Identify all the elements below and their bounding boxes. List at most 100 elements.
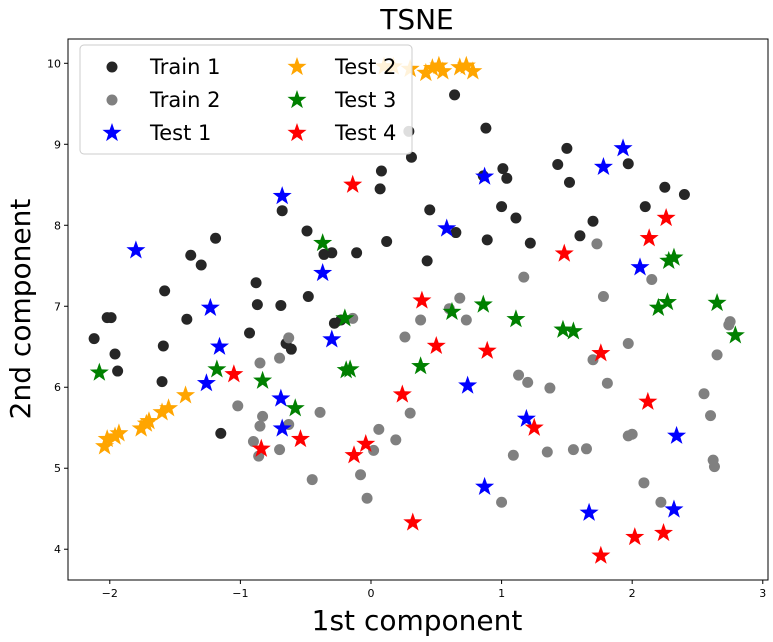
test-2-point bbox=[109, 423, 129, 442]
train-2-point bbox=[368, 444, 380, 456]
train-2-point bbox=[522, 376, 534, 388]
test-1-point bbox=[272, 418, 292, 437]
test-3-point bbox=[506, 309, 526, 328]
x-tick-label: 0 bbox=[367, 587, 374, 600]
train-1-point bbox=[112, 365, 124, 377]
train-1-point bbox=[449, 89, 461, 101]
train-1-point bbox=[421, 255, 433, 267]
train-2-point bbox=[314, 406, 326, 418]
train-2-point bbox=[601, 377, 613, 389]
test-1-point bbox=[271, 388, 291, 407]
train-1-point bbox=[574, 230, 586, 242]
legend-label-train-1: Train 1 bbox=[149, 55, 220, 79]
train-2-point bbox=[513, 369, 525, 381]
train-1-point bbox=[244, 327, 256, 339]
train-1-point bbox=[250, 277, 262, 289]
test-4-point bbox=[477, 340, 497, 359]
test-2-point bbox=[131, 418, 151, 437]
legend-entry-test-2: Test 2 bbox=[287, 55, 396, 79]
train-2-point bbox=[708, 461, 720, 473]
train-2-point bbox=[373, 423, 385, 435]
test-2-point bbox=[433, 61, 453, 80]
test-3-point bbox=[340, 359, 360, 378]
train-2-point bbox=[254, 357, 266, 369]
legend-label-test-2: Test 2 bbox=[334, 55, 396, 79]
test-4-point bbox=[343, 174, 363, 193]
train-1-point bbox=[105, 312, 117, 324]
test-3-point bbox=[89, 362, 109, 381]
test-1-point bbox=[667, 425, 687, 444]
train-1-point bbox=[587, 215, 599, 227]
test-1-point bbox=[322, 329, 342, 348]
train-2-point bbox=[626, 428, 638, 440]
train-1-point bbox=[276, 205, 288, 217]
train-1-point bbox=[481, 234, 493, 246]
test-3-point bbox=[657, 292, 677, 311]
train-2-point bbox=[496, 496, 508, 508]
test-2-point bbox=[429, 55, 449, 74]
train-1-point bbox=[563, 176, 575, 188]
test-3-point bbox=[411, 356, 431, 375]
x-tick-label: 3 bbox=[759, 587, 766, 600]
train-2-point bbox=[361, 492, 373, 504]
test-2-point bbox=[450, 57, 470, 76]
train-2-point bbox=[404, 407, 416, 419]
test-2-point bbox=[416, 63, 436, 82]
test-3-point bbox=[707, 293, 727, 312]
legend-box bbox=[79, 44, 413, 155]
train-2-point bbox=[724, 316, 736, 328]
train-1-point bbox=[480, 122, 492, 134]
train-1-point bbox=[524, 237, 536, 249]
test-2-point bbox=[97, 429, 117, 448]
test-4-point bbox=[224, 364, 244, 383]
train-2-point bbox=[507, 449, 519, 461]
legend: Train 1 Train 2 Test 1 Test 2 Test 3 Test 4 bbox=[79, 44, 413, 155]
train-2-point bbox=[390, 434, 402, 446]
train-2-point bbox=[544, 382, 556, 394]
test-1-point bbox=[313, 263, 333, 282]
test-3-point bbox=[442, 301, 462, 321]
train-2-point bbox=[399, 331, 411, 343]
train-2-point bbox=[587, 354, 599, 366]
train-1-point bbox=[285, 343, 297, 355]
train-1-point bbox=[109, 348, 121, 360]
train-1-point bbox=[275, 299, 287, 311]
test-4-point bbox=[290, 429, 310, 448]
test-1-point bbox=[126, 240, 146, 259]
test-1-point bbox=[458, 375, 478, 394]
train-1-point bbox=[195, 259, 207, 271]
train-1-point bbox=[659, 181, 671, 193]
legend-label-test-4: Test 4 bbox=[334, 121, 396, 145]
y-tick-label: 4 bbox=[54, 543, 61, 556]
train-2-point bbox=[646, 274, 658, 286]
y-tick-label: 7 bbox=[54, 300, 61, 313]
legend-label-test-3: Test 3 bbox=[334, 88, 396, 112]
train-1-point bbox=[510, 212, 522, 224]
legend-entry-test-3: Test 3 bbox=[287, 88, 396, 112]
train-2-point bbox=[567, 444, 579, 456]
test-3-point bbox=[725, 325, 745, 344]
legend-marker-test-3 bbox=[287, 90, 307, 109]
test-2-point bbox=[422, 58, 442, 77]
train-2-point bbox=[518, 271, 530, 283]
test-3-point bbox=[335, 308, 355, 327]
test-4-point bbox=[639, 228, 659, 247]
test-2-point bbox=[159, 398, 179, 417]
train-1-point bbox=[561, 142, 573, 154]
train-1-point bbox=[88, 333, 100, 345]
y-tick-label: 6 bbox=[54, 381, 61, 394]
test-1-point bbox=[613, 138, 633, 157]
train-1-point bbox=[381, 235, 393, 247]
test-1-point bbox=[272, 186, 292, 205]
test-3-point bbox=[253, 370, 273, 389]
y-axis-label: 2nd component bbox=[4, 199, 37, 420]
train-1-point bbox=[405, 151, 417, 163]
legend-label-test-1: Test 1 bbox=[149, 121, 211, 145]
legend-label-train-2: Train 2 bbox=[149, 88, 220, 112]
y-tick-label: 8 bbox=[54, 219, 61, 232]
train-1-point bbox=[374, 183, 386, 195]
train-2-point bbox=[580, 443, 592, 455]
y-tick-label: 10 bbox=[47, 57, 61, 70]
test-1-point bbox=[516, 408, 536, 427]
test-3-point bbox=[285, 398, 305, 417]
